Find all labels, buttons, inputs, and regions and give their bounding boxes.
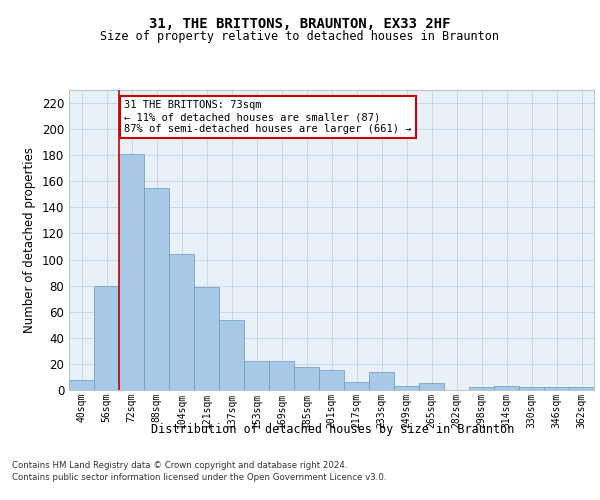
Bar bbox=[69, 380, 94, 390]
Bar bbox=[419, 384, 444, 390]
Bar bbox=[219, 320, 244, 390]
Bar bbox=[469, 388, 494, 390]
Bar bbox=[394, 386, 419, 390]
Bar bbox=[569, 388, 594, 390]
Bar bbox=[369, 372, 394, 390]
Bar bbox=[269, 362, 294, 390]
Bar bbox=[119, 154, 144, 390]
Bar bbox=[494, 386, 519, 390]
Text: 31 THE BRITTONS: 73sqm
← 11% of detached houses are smaller (87)
87% of semi-det: 31 THE BRITTONS: 73sqm ← 11% of detached… bbox=[124, 100, 412, 134]
Bar bbox=[294, 366, 319, 390]
Bar bbox=[519, 388, 544, 390]
Text: Distribution of detached houses by size in Braunton: Distribution of detached houses by size … bbox=[151, 422, 515, 436]
Bar bbox=[319, 370, 344, 390]
Bar bbox=[169, 254, 194, 390]
Y-axis label: Number of detached properties: Number of detached properties bbox=[23, 147, 36, 333]
Text: 31, THE BRITTONS, BRAUNTON, EX33 2HF: 31, THE BRITTONS, BRAUNTON, EX33 2HF bbox=[149, 18, 451, 32]
Bar bbox=[244, 362, 269, 390]
Text: Size of property relative to detached houses in Braunton: Size of property relative to detached ho… bbox=[101, 30, 499, 43]
Bar bbox=[344, 382, 369, 390]
Text: Contains HM Land Registry data © Crown copyright and database right 2024.: Contains HM Land Registry data © Crown c… bbox=[12, 462, 347, 470]
Bar bbox=[544, 388, 569, 390]
Bar bbox=[144, 188, 169, 390]
Text: Contains public sector information licensed under the Open Government Licence v3: Contains public sector information licen… bbox=[12, 473, 386, 482]
Bar bbox=[94, 286, 119, 390]
Bar bbox=[194, 287, 219, 390]
